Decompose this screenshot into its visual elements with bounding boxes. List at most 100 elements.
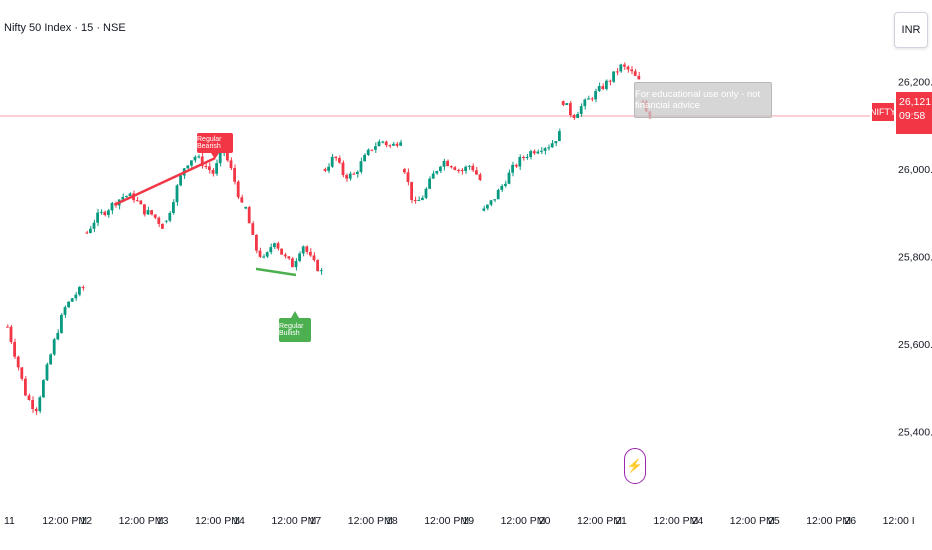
price-tick-label: 25,400.00 xyxy=(898,427,932,439)
candle-body xyxy=(370,149,374,151)
bullish-divergence-line xyxy=(255,267,297,277)
time-tick-label: 12:00 PM xyxy=(119,515,164,527)
time-tick-label: 24 xyxy=(692,515,704,527)
time-tick-label: 12:00 PM xyxy=(195,515,240,527)
candle-body xyxy=(63,307,67,315)
candle-body xyxy=(265,252,269,257)
candle-body xyxy=(338,158,341,163)
candle-body xyxy=(208,166,211,171)
candle-body xyxy=(558,131,561,142)
candle-body xyxy=(74,294,78,299)
time-tick-label: 12:00 PM xyxy=(806,515,851,527)
candle-body xyxy=(623,64,626,67)
candle-body xyxy=(395,143,399,146)
bar-countdown: 09:58 xyxy=(899,110,926,122)
candle-body xyxy=(352,173,356,175)
candle-body xyxy=(384,141,388,146)
regular-bullish-label: Regular Bullish xyxy=(279,318,311,342)
candle-body xyxy=(587,98,590,100)
candle-body xyxy=(240,197,244,203)
regular-bearish-label: Regular Bearish xyxy=(197,133,233,153)
candle-body xyxy=(363,154,366,162)
currency-button[interactable]: INR xyxy=(894,12,928,48)
candle-body xyxy=(92,222,96,229)
candle-body xyxy=(482,208,486,211)
candle-body xyxy=(298,253,301,262)
candle-body xyxy=(489,200,493,205)
candle-body xyxy=(251,223,255,235)
time-tick-label: 12:00 PM xyxy=(730,515,775,527)
candle-body xyxy=(164,220,168,222)
candle-body xyxy=(460,170,464,172)
candle-body xyxy=(399,142,402,146)
time-tick-label: 21 xyxy=(615,515,627,527)
candle-body xyxy=(486,204,489,209)
candle-body xyxy=(52,339,56,355)
candle-body xyxy=(514,164,518,167)
candle-body xyxy=(637,75,641,80)
bullish-label-pointer xyxy=(291,311,299,318)
time-tick-label: 14 xyxy=(233,515,245,527)
time-tick-label: 20 xyxy=(539,515,551,527)
candle-body xyxy=(67,301,70,308)
candle-body xyxy=(630,69,633,72)
candle-body xyxy=(305,246,309,252)
candle-body xyxy=(323,169,327,171)
candle-body xyxy=(522,157,525,159)
candle-body xyxy=(334,156,338,159)
candle-body xyxy=(626,66,630,70)
candle-body xyxy=(428,178,431,189)
time-tick-label: 12:00 PM xyxy=(42,515,87,527)
candle-body xyxy=(49,354,52,365)
candle-body xyxy=(110,202,114,211)
candle-body xyxy=(442,160,446,167)
candle-body xyxy=(449,166,453,168)
candle-body xyxy=(467,165,471,167)
bearish-label-pointer xyxy=(211,153,219,159)
candle-body xyxy=(244,207,247,209)
time-tick-label: 18 xyxy=(386,515,398,527)
candle-body xyxy=(226,152,229,161)
candle-body xyxy=(269,247,273,253)
candle-body xyxy=(504,183,507,186)
candle-body xyxy=(236,181,240,198)
divergence-lines xyxy=(115,153,299,318)
candle-body xyxy=(601,86,605,89)
time-tick-label: 13 xyxy=(157,515,169,527)
candle-body xyxy=(605,80,608,89)
price-axis: 26,200.00 26,000.00 25,800.00 25,600.00 25,4… xyxy=(898,77,932,439)
candle-body xyxy=(16,356,20,368)
candle-body xyxy=(179,175,182,186)
candle-body xyxy=(312,255,316,261)
candle-body xyxy=(435,171,439,174)
disclaimer-tooltip: For educational use only - not financial… xyxy=(634,82,772,118)
candle-body xyxy=(543,148,547,151)
candle-body xyxy=(583,99,587,107)
candle-body xyxy=(439,166,442,172)
candle-body xyxy=(561,101,565,106)
candle-body xyxy=(168,213,172,221)
candle-body xyxy=(276,243,280,249)
candle-body xyxy=(283,254,287,257)
candle-body xyxy=(576,114,579,118)
candles xyxy=(6,62,652,415)
candle-body xyxy=(262,256,265,258)
candle-body xyxy=(128,193,132,196)
time-tick-label: 26 xyxy=(844,515,856,527)
candle-body xyxy=(475,170,478,175)
candle-body xyxy=(186,165,190,169)
candle-body xyxy=(291,258,294,268)
lightning-icon[interactable]: ⚡ xyxy=(624,448,646,484)
candle-body xyxy=(247,207,251,224)
candle-body xyxy=(590,98,594,100)
candle-body xyxy=(287,256,291,259)
price-tick-label: 25,600.00 xyxy=(898,339,932,351)
candle-body xyxy=(34,409,38,412)
candle-body xyxy=(359,161,363,172)
candle-body xyxy=(258,250,262,257)
candle-body xyxy=(348,173,352,179)
candle-body xyxy=(218,152,222,164)
candle-body xyxy=(330,156,334,167)
